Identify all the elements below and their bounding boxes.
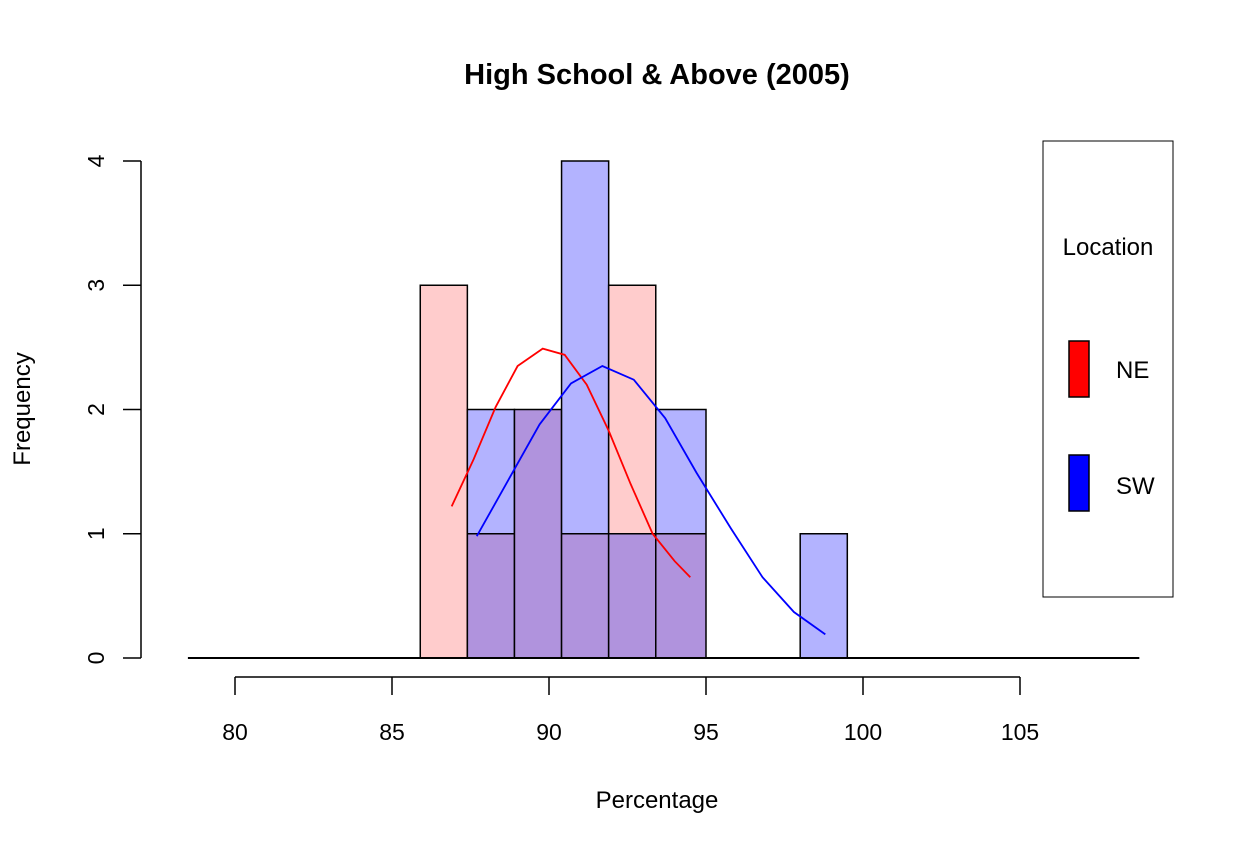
- legend-swatch-ne: [1068, 340, 1090, 398]
- density-curve-ne: [450, 347, 691, 578]
- density-curve-sw: [475, 365, 826, 636]
- x-tick-label: 100: [844, 719, 882, 745]
- legend-swatch-sw: [1068, 454, 1090, 512]
- y-tick-label: 1: [83, 527, 109, 540]
- x-tick-label: 85: [379, 719, 405, 745]
- legend-box: [1042, 140, 1174, 598]
- bar-overlap-5: [655, 533, 706, 658]
- bar-ne-0: [420, 285, 468, 658]
- x-tick-label: 80: [222, 719, 248, 745]
- chart-title: High School & Above (2005): [464, 59, 850, 91]
- y-axis-title: Frequency: [9, 352, 36, 465]
- bar-sw-8: [800, 533, 848, 658]
- bar-overlap-4: [608, 533, 656, 658]
- x-tick-label: 90: [536, 719, 562, 745]
- legend: Location NE SW: [1042, 140, 1174, 598]
- bars-layer: [419, 160, 849, 659]
- bar-sw-5: [655, 409, 706, 534]
- y-tick-label: 0: [83, 652, 109, 665]
- bar-ne-4: [608, 285, 656, 534]
- legend-label-sw: SW: [1116, 473, 1155, 500]
- y-tick-label: 4: [83, 154, 109, 167]
- legend-title: Location: [1063, 234, 1154, 261]
- bar-overlap-1: [467, 533, 515, 658]
- bar-sw-3: [561, 161, 609, 534]
- bar-overlap-2: [514, 409, 562, 658]
- bar-sw-1: [467, 409, 515, 534]
- x-axis-title: Percentage: [596, 787, 719, 814]
- y-tick-label: 3: [83, 279, 109, 292]
- x-tick-label: 95: [693, 719, 719, 745]
- x-tick-label: 105: [1001, 719, 1039, 745]
- legend-label-ne: NE: [1116, 357, 1149, 384]
- bar-overlap-3: [561, 533, 609, 658]
- density-curves-layer: [450, 347, 826, 636]
- y-tick-label: 2: [83, 403, 109, 416]
- axes-layer: 80 85 90 95 100 105 0 1 2 3 4: [83, 154, 1140, 745]
